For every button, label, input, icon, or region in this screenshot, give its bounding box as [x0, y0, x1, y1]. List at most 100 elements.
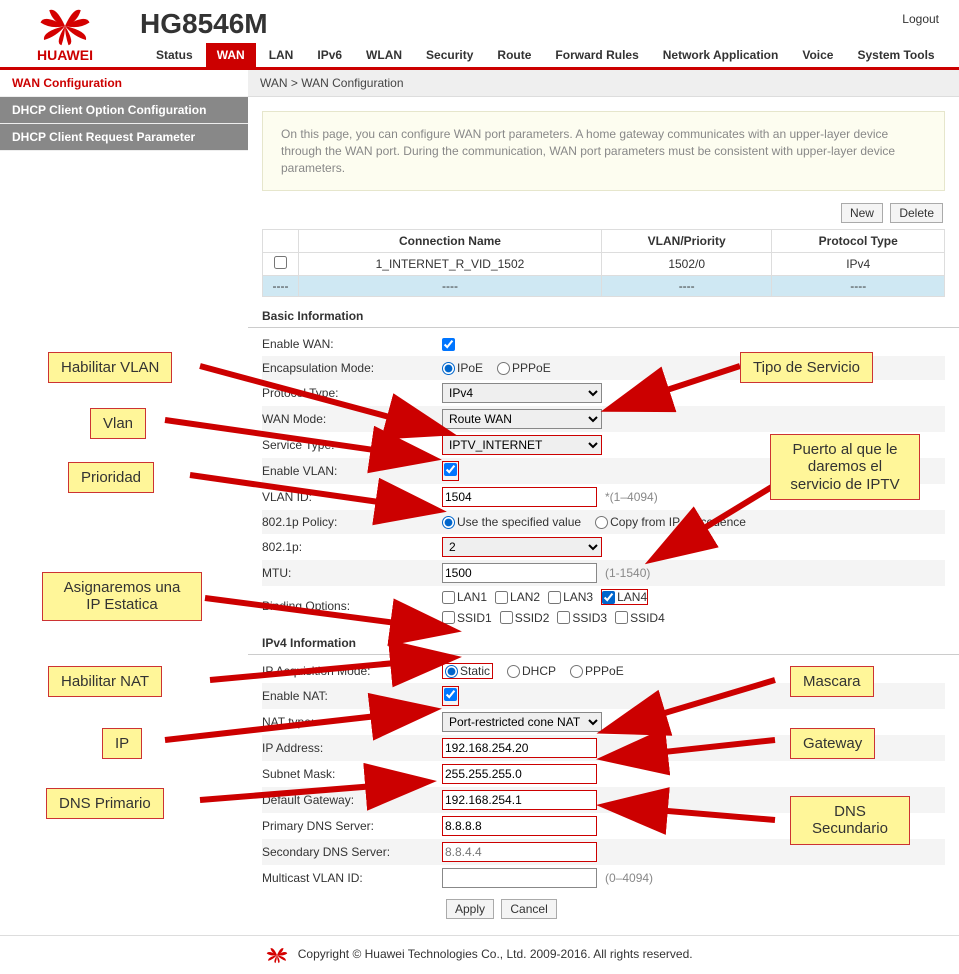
label-8021p: 802.1p: [262, 540, 442, 554]
table-header [263, 230, 299, 253]
bind-ssid1-label: SSID1 [457, 611, 492, 625]
huawei-logo-icon [38, 5, 92, 47]
bind-ssid3-checkbox[interactable] [557, 611, 570, 624]
service-type-select[interactable]: IPTV_INTERNET [442, 435, 602, 455]
acq-static-label: Static [460, 664, 490, 678]
policy-copy-radio[interactable] [595, 516, 608, 529]
encap-pppoe-radio[interactable] [497, 362, 510, 375]
proto-type-select[interactable]: IPv4 [442, 383, 602, 403]
acq-pppoe-label: PPPoE [585, 664, 624, 678]
encap-pppoe-label: PPPoE [512, 361, 551, 375]
nav-system-tools[interactable]: System Tools [846, 43, 945, 67]
label-proto: Protocol Type: [262, 386, 442, 400]
mcast-vlan-input[interactable] [442, 868, 597, 888]
vlan-id-input[interactable] [442, 487, 597, 507]
delete-button[interactable]: Delete [890, 203, 943, 223]
vlan-hint: *(1–4094) [605, 490, 658, 504]
nav-route[interactable]: Route [486, 43, 542, 67]
label-service-type: Service Type: [262, 438, 442, 452]
label-binding: Binding Options: [262, 589, 442, 613]
label-8021p-policy: 802.1p Policy: [262, 515, 442, 529]
model-name: HG8546M [140, 8, 268, 40]
bind-lan3-label: LAN3 [563, 590, 593, 604]
label-mtu: MTU: [262, 566, 442, 580]
label-vlan-id: VLAN ID: [262, 490, 442, 504]
mtu-hint: (1-1540) [605, 566, 650, 580]
apply-button[interactable]: Apply [446, 899, 494, 919]
table-row[interactable]: 1_INTERNET_R_VID_1502 1502/0 IPv4 [263, 253, 945, 276]
label-subnet: Subnet Mask: [262, 767, 442, 781]
table-header: VLAN/Priority [601, 230, 771, 253]
acq-pppoe-radio[interactable] [570, 665, 583, 678]
enable-vlan-checkbox[interactable] [444, 463, 457, 476]
enable-wan-checkbox[interactable] [442, 338, 455, 351]
encap-ipoe-label: IPoE [457, 361, 483, 375]
encap-ipoe-radio[interactable] [442, 362, 455, 375]
label-enable-vlan: Enable VLAN: [262, 464, 442, 478]
nav-status[interactable]: Status [145, 43, 204, 67]
acq-dhcp-radio[interactable] [507, 665, 520, 678]
sidebar-item-2[interactable]: DHCP Client Request Parameter [0, 124, 248, 151]
policy-copy-label: Copy from IP precedence [610, 515, 746, 529]
bind-ssid4-checkbox[interactable] [615, 611, 628, 624]
table-header: Connection Name [299, 230, 602, 253]
label-dns2: Secondary DNS Server: [262, 845, 442, 859]
nav-wlan[interactable]: WLAN [355, 43, 413, 67]
enable-nat-checkbox[interactable] [444, 688, 457, 701]
nav-security[interactable]: Security [415, 43, 484, 67]
conn-proto: IPv4 [772, 253, 945, 276]
bind-lan3-checkbox[interactable] [548, 591, 561, 604]
label-mcast: Multicast VLAN ID: [262, 871, 442, 885]
sidebar: WAN ConfigurationDHCP Client Option Conf… [0, 70, 248, 929]
gateway-input[interactable] [442, 790, 597, 810]
conn-vlan: 1502/0 [601, 253, 771, 276]
footer-text: Copyright © Huawei Technologies Co., Ltd… [298, 948, 693, 962]
dns1-input[interactable] [442, 816, 597, 836]
logo: HUAWEI [10, 5, 120, 63]
mtu-input[interactable] [442, 563, 597, 583]
row-checkbox[interactable] [274, 256, 287, 269]
bind-lan2-label: LAN2 [510, 590, 540, 604]
bind-ssid1-checkbox[interactable] [442, 611, 455, 624]
sidebar-item-0[interactable]: WAN Configuration [0, 70, 248, 97]
nav-voice[interactable]: Voice [791, 43, 844, 67]
main-nav: StatusWANLANIPv6WLANSecurityRouteForward… [145, 43, 946, 67]
subnet-input[interactable] [442, 764, 597, 784]
section-basic: Basic Information [248, 303, 959, 328]
logout-link[interactable]: Logout [902, 12, 939, 26]
header: HUAWEI HG8546M Logout StatusWANLANIPv6WL… [0, 0, 959, 70]
policy-spec-label: Use the specified value [457, 515, 581, 529]
footer: Copyright © Huawei Technologies Co., Ltd… [0, 935, 959, 974]
ip-address-input[interactable] [442, 738, 597, 758]
sidebar-item-1[interactable]: DHCP Client Option Configuration [0, 97, 248, 124]
nav-ipv6[interactable]: IPv6 [306, 43, 353, 67]
cancel-button[interactable]: Cancel [501, 899, 556, 919]
label-encap: Encapsulation Mode: [262, 361, 442, 375]
table-header: Protocol Type [772, 230, 945, 253]
bind-lan1-checkbox[interactable] [442, 591, 455, 604]
acq-static-radio[interactable] [445, 665, 458, 678]
nav-lan[interactable]: LAN [258, 43, 305, 67]
breadcrumb: WAN > WAN Configuration [248, 70, 959, 97]
label-nat-type: NAT type: [262, 715, 442, 729]
8021p-select[interactable]: 2 [442, 537, 602, 557]
huawei-logo-small-icon [266, 946, 288, 964]
nav-forward-rules[interactable]: Forward Rules [544, 43, 649, 67]
nat-type-select[interactable]: Port-restricted cone NAT [442, 712, 602, 732]
dns2-input[interactable] [442, 842, 597, 862]
bind-ssid2-checkbox[interactable] [500, 611, 513, 624]
new-button[interactable]: New [841, 203, 883, 223]
policy-spec-radio[interactable] [442, 516, 455, 529]
bind-ssid2-label: SSID2 [515, 611, 550, 625]
label-enable-wan: Enable WAN: [262, 337, 442, 351]
connection-table: Connection NameVLAN/PriorityProtocol Typ… [262, 229, 945, 297]
label-enable-nat: Enable NAT: [262, 689, 442, 703]
nav-wan[interactable]: WAN [206, 43, 256, 67]
wan-mode-select[interactable]: Route WAN [442, 409, 602, 429]
table-dash-row: ---------------- [263, 276, 945, 297]
bind-lan2-checkbox[interactable] [495, 591, 508, 604]
nav-network-application[interactable]: Network Application [652, 43, 790, 67]
main-panel: WAN > WAN Configuration On this page, yo… [248, 70, 959, 929]
label-ip-acq: IP Acquisition Mode: [262, 664, 442, 678]
bind-lan4-checkbox[interactable] [602, 591, 615, 604]
